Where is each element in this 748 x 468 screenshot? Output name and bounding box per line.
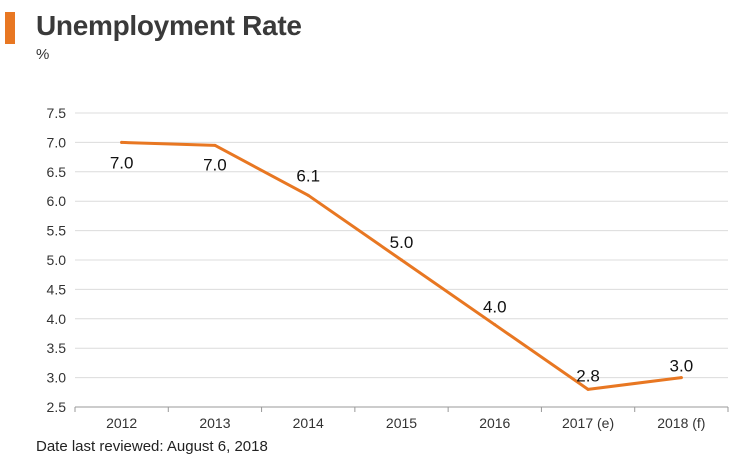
- data-label: 5.0: [390, 233, 414, 252]
- chart-title: Unemployment Rate: [36, 10, 302, 41]
- data-label: 2.8: [576, 366, 600, 385]
- data-point: [120, 140, 124, 144]
- data-point: [493, 323, 497, 327]
- y-tick-label: 6.0: [47, 193, 67, 209]
- data-point: [586, 387, 590, 391]
- title-accent-bar: [5, 12, 15, 44]
- unit-label: %: [36, 46, 50, 63]
- y-tick-label: 3.0: [47, 370, 67, 386]
- y-tick-label: 2.5: [47, 399, 67, 415]
- data-label: 7.0: [110, 153, 134, 172]
- y-tick-label: 6.5: [47, 164, 67, 180]
- date-reviewed-note: Date last reviewed: August 6, 2018: [36, 438, 268, 455]
- data-point: [306, 193, 310, 197]
- x-tick-label: 2017 (e): [562, 415, 614, 431]
- x-tick-label: 2014: [293, 415, 324, 431]
- x-tick-label: 2015: [386, 415, 417, 431]
- data-point: [679, 376, 683, 380]
- y-tick-label: 4.5: [47, 281, 67, 297]
- y-tick-label: 4.0: [47, 311, 67, 327]
- data-label: 4.0: [483, 298, 507, 317]
- data-label: 3.0: [670, 357, 694, 376]
- x-tick-label: 2012: [106, 415, 137, 431]
- y-tick-label: 5.5: [47, 223, 67, 239]
- y-tick-label: 7.0: [47, 134, 67, 150]
- x-tick-label: 2016: [479, 415, 510, 431]
- y-tick-label: 7.5: [47, 105, 67, 121]
- y-tick-label: 3.5: [47, 340, 67, 356]
- data-label: 6.1: [296, 166, 320, 185]
- data-point: [213, 143, 217, 147]
- data-point: [400, 258, 403, 262]
- y-tick-label: 5.0: [47, 252, 67, 268]
- data-label: 7.0: [203, 155, 227, 174]
- x-tick-label: 2018 (f): [657, 415, 705, 431]
- x-tick-label: 2013: [199, 415, 230, 431]
- series-line: [120, 140, 683, 391]
